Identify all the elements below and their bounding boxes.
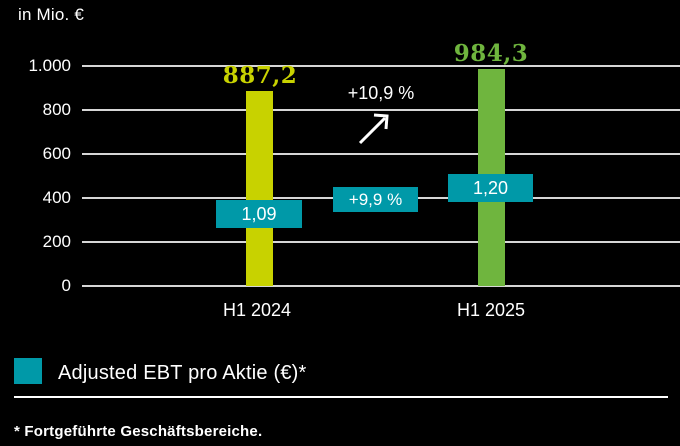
gridline-200 <box>82 241 680 243</box>
per-share-value-2025: 1,20 <box>472 177 509 198</box>
gridline-1000 <box>82 65 680 67</box>
bar-h1-2024 <box>246 91 273 286</box>
total-change-label: +10,9 % <box>347 83 415 103</box>
gridline-600 <box>82 153 680 155</box>
x-axis-label-h1-2025: H1 2025 <box>456 300 526 320</box>
y-axis-tick-200: 200 <box>42 232 71 251</box>
y-axis-tick-800: 800 <box>42 100 71 119</box>
bar-value-label-2024: 887,2 <box>222 62 298 89</box>
x-axis-label-h1-2024: H1 2024 <box>222 300 292 320</box>
chart-title: in Mio. € <box>18 5 85 24</box>
gridline-0 <box>82 285 680 287</box>
per-share-change-badge: +9,9 % <box>333 187 418 212</box>
y-axis-tick-400: 400 <box>42 188 71 207</box>
gridline-800 <box>82 109 680 111</box>
per-share-change-value: +9,9 % <box>348 189 403 209</box>
y-axis-tick-1000: 1.000 <box>28 56 71 75</box>
y-axis-tick-0: 0 <box>61 276 71 295</box>
legend-swatch-teal <box>14 358 42 384</box>
per-share-value-2024: 1,09 <box>241 203 277 224</box>
footnote-text: * Fortgeführte Geschäftsbereiche. <box>14 423 263 440</box>
growth-arrow-icon <box>358 113 389 145</box>
y-axis-tick-600: 600 <box>42 144 71 163</box>
per-share-badge-2025: 1,20 <box>448 174 533 202</box>
legend-label: Adjusted EBT pro Aktie (€)* <box>58 362 307 384</box>
bar-value-label-2025: 984,3 <box>453 40 529 67</box>
footnote-separator-line <box>14 396 668 398</box>
per-share-badge-2024: 1,09 <box>216 200 302 228</box>
